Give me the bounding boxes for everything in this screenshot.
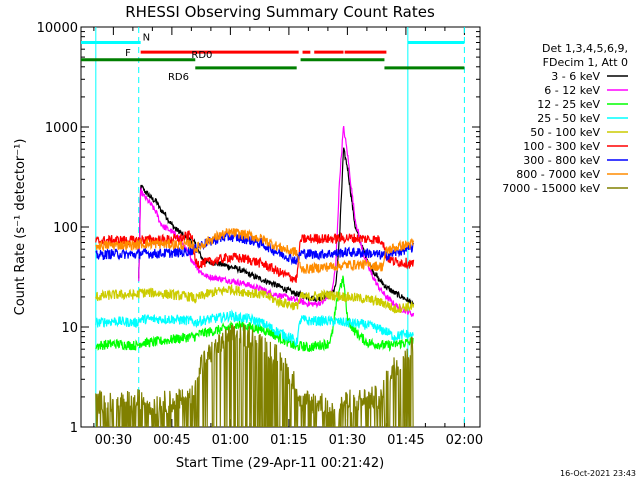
legend-entry-label: 12 - 25 keV: [537, 98, 600, 111]
legend-entry-label: 6 - 12 keV: [544, 84, 600, 97]
legend-entry-label: 800 - 7000 keV: [516, 168, 600, 181]
legend-header: FDecim 1, Att 0: [543, 56, 628, 69]
x-tick-label: 00:45: [153, 433, 190, 448]
legend-entry-label: 7000 - 15000 keV: [502, 182, 600, 195]
series-line: [95, 227, 415, 274]
series-line: [138, 147, 415, 307]
y-tick-label: 1: [70, 421, 78, 436]
chart-title: RHESSI Observing Summary Count Rates: [125, 3, 435, 21]
series-line: [95, 230, 415, 283]
series-line: [95, 324, 414, 427]
x-axis-label: Start Time (29-Apr-11 00:21:42): [176, 456, 384, 471]
flag-label: F: [125, 48, 131, 59]
y-tick-label: 100: [53, 221, 78, 236]
series-line: [95, 309, 414, 348]
series-line: [138, 125, 415, 317]
series-lines: [95, 125, 415, 427]
series-line: [95, 275, 414, 353]
legend: Det 1,3,4,5,6,9,FDecim 1, Att 03 - 6 keV…: [502, 42, 628, 195]
timestamp: 16-Oct-2021 23:43: [560, 469, 636, 478]
y-tick-label: 10: [61, 321, 78, 336]
x-tick-label: 01:15: [270, 433, 307, 448]
legend-entry-label: 300 - 800 keV: [523, 154, 600, 167]
y-tick-label: 1000: [45, 121, 78, 136]
legend-entry-label: 50 - 100 keV: [530, 126, 600, 139]
x-tick-label: 01:00: [212, 433, 249, 448]
flag-label: N: [143, 32, 150, 43]
legend-entry-label: 25 - 50 keV: [537, 112, 600, 125]
x-tick-label: 01:30: [329, 433, 366, 448]
y-axis-label: Count Rate (s⁻¹ detector⁻¹): [13, 139, 28, 316]
x-tick-label: 02:00: [446, 433, 483, 448]
flag-label: RD6: [168, 72, 189, 83]
series-line: [95, 284, 415, 314]
x-tick-label: 00:30: [95, 433, 132, 448]
legend-entry-label: 3 - 6 keV: [551, 70, 600, 83]
legend-entry-label: 100 - 300 keV: [523, 140, 600, 153]
x-tick-label: 01:45: [387, 433, 424, 448]
legend-header: Det 1,3,4,5,6,9,: [542, 42, 628, 55]
y-axis: 1 10 100 1000 10000: [37, 21, 480, 436]
flag-label: RD0: [191, 50, 212, 61]
y-tick-label: 10000: [37, 21, 78, 36]
